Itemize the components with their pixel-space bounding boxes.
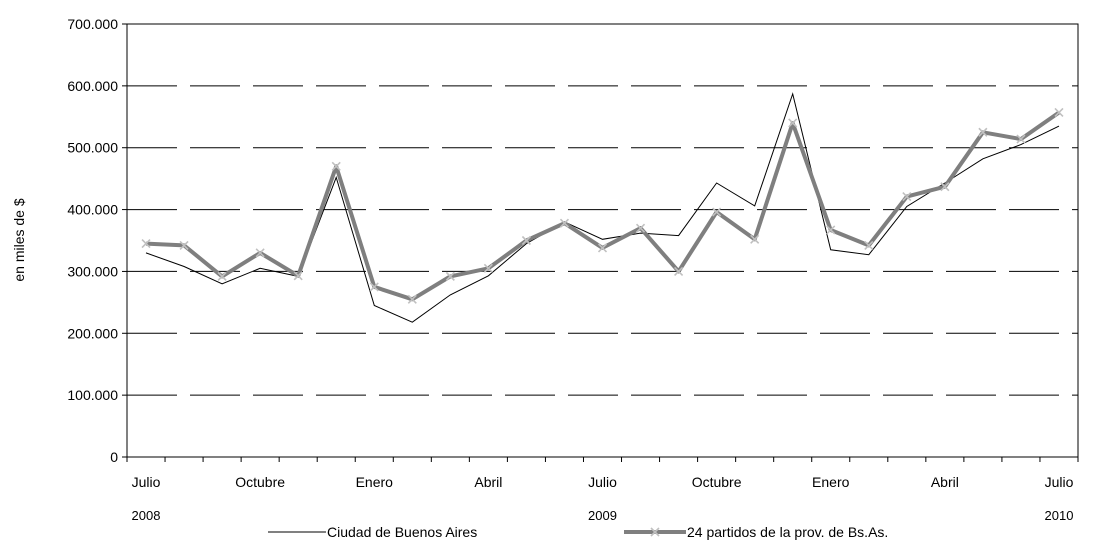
data-point-marker bbox=[331, 161, 341, 171]
data-point-marker bbox=[902, 192, 912, 202]
data-point-marker bbox=[369, 282, 379, 292]
data-point-marker bbox=[141, 239, 151, 249]
data-point-marker bbox=[978, 127, 988, 137]
legend: Ciudad de Buenos Aires 24 partidos de la … bbox=[268, 524, 888, 540]
x-year-label: 2009 bbox=[588, 508, 617, 523]
data-point-marker bbox=[597, 243, 608, 253]
data-point-marker bbox=[864, 240, 874, 251]
data-point-marker bbox=[635, 223, 646, 233]
data-point-marker bbox=[445, 271, 455, 281]
data-point-marker bbox=[674, 266, 684, 276]
x-tick-label: Enero bbox=[812, 474, 850, 490]
y-tick-label: 400.000 bbox=[67, 202, 118, 218]
data-point-marker bbox=[1016, 134, 1026, 144]
plot-area-frame bbox=[126, 23, 1079, 458]
data-point-marker bbox=[788, 118, 798, 128]
y-axis-label: en miles de $ bbox=[11, 198, 27, 281]
data-point-marker bbox=[826, 225, 836, 235]
series-layer bbox=[141, 92, 1064, 323]
data-point-marker bbox=[940, 182, 950, 192]
x-tick-label: Julio bbox=[588, 474, 617, 490]
x-tick-label: Julio bbox=[132, 474, 161, 490]
legend-label-ciudad: Ciudad de Buenos Aires bbox=[327, 524, 477, 540]
legend-marker-partidos bbox=[650, 527, 660, 537]
x-tick-label: Abril bbox=[931, 474, 959, 490]
y-axis: 0 100.000 200.000 300.000 400.000 500.000 600.… bbox=[67, 16, 127, 465]
series-line-ciudad bbox=[145, 92, 1060, 323]
y-tick-label: 100.000 bbox=[67, 387, 118, 403]
data-point-marker bbox=[407, 294, 417, 304]
y-tick-label: 600.000 bbox=[67, 78, 118, 94]
x-tick-label: Julio bbox=[1045, 474, 1074, 490]
data-point-marker bbox=[1054, 107, 1064, 118]
y-tick-label: 200.000 bbox=[67, 325, 118, 341]
x-year-label: 2010 bbox=[1045, 508, 1074, 523]
data-point-marker bbox=[521, 235, 531, 246]
y-tick-label: 500.000 bbox=[67, 140, 118, 156]
data-point-marker bbox=[559, 218, 570, 228]
data-point-marker bbox=[483, 263, 493, 273]
legend-label-partidos: 24 partidos de la prov. de Bs.As. bbox=[687, 524, 888, 540]
data-point-marker bbox=[712, 207, 722, 217]
x-tick-label: Octubre bbox=[235, 474, 285, 490]
y-tick-label: 0 bbox=[110, 449, 118, 465]
data-point-marker bbox=[255, 248, 265, 258]
y-tick-label: 300.000 bbox=[67, 263, 118, 279]
gridlines bbox=[127, 85, 1078, 396]
x-tick-label: Enero bbox=[356, 474, 394, 490]
x-axis: Julio Octubre Enero Abril Julio Octubre Enero A… bbox=[126, 457, 1079, 523]
data-point-marker bbox=[217, 271, 227, 281]
x-tick-label: Abril bbox=[474, 474, 502, 490]
data-point-marker bbox=[293, 271, 303, 281]
x-year-label: 2008 bbox=[132, 508, 161, 523]
data-point-marker bbox=[750, 234, 760, 244]
data-point-marker bbox=[179, 240, 189, 251]
y-tick-label: 700.000 bbox=[67, 16, 118, 32]
x-tick-label: Octubre bbox=[692, 474, 742, 490]
